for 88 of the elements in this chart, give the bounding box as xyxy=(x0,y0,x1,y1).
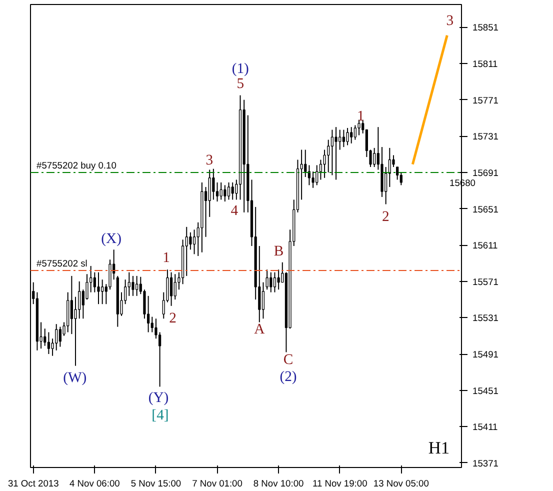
y-tick-label: 15651 xyxy=(472,204,498,214)
x-tick-label: 11 Nov 19:00 xyxy=(312,478,368,488)
candlestick xyxy=(224,184,226,202)
annotation: (W) xyxy=(63,370,87,386)
annotation: 1 xyxy=(162,250,170,266)
candlestick xyxy=(58,326,62,348)
candlestick xyxy=(55,324,58,351)
candlestick xyxy=(136,275,138,296)
candlestick xyxy=(216,182,219,202)
candlestick xyxy=(342,129,345,148)
y-tick-label: 15811 xyxy=(472,59,498,70)
annotation: 1 xyxy=(356,108,364,125)
candlestick xyxy=(319,159,322,180)
candlestick xyxy=(78,280,81,320)
x-tick-label: 8 Nov 10:00 xyxy=(253,478,304,488)
candlestick xyxy=(185,226,188,276)
candlestick xyxy=(373,147,376,168)
annotation: C xyxy=(283,352,294,368)
y-tick-label: 15491 xyxy=(472,350,498,360)
candlestick xyxy=(338,129,342,150)
x-tick-label: 31 Oct 2013 xyxy=(8,478,59,488)
x-tick-label: 7 Nov 01:00 xyxy=(192,478,242,488)
y-tick-label: 15531 xyxy=(472,313,498,324)
candlestick xyxy=(220,182,222,200)
candlestick xyxy=(101,279,104,305)
candlestick xyxy=(93,272,96,293)
y-tick-label: 15611 xyxy=(472,240,498,251)
candlestick xyxy=(231,182,234,200)
annotation: [4] xyxy=(152,408,169,424)
annotation: (Y) xyxy=(148,390,169,406)
candlestick xyxy=(304,149,307,178)
candlestick xyxy=(70,275,73,335)
y-tick-label: 15451 xyxy=(472,386,498,396)
candlestick xyxy=(208,169,211,218)
candlestick xyxy=(132,275,134,296)
candlestick xyxy=(97,272,100,305)
candlestick xyxy=(358,119,360,136)
x-tick-label: 4 Nov 06:00 xyxy=(70,478,120,488)
y-tick-label: 15571 xyxy=(472,276,498,287)
candlestick xyxy=(350,126,353,144)
candlestick xyxy=(354,124,356,140)
annotation: (2) xyxy=(280,369,297,386)
candlestick xyxy=(330,129,334,176)
annotation: B xyxy=(274,244,284,260)
y-tick-label: 15731 xyxy=(472,132,498,142)
annotation: 5 xyxy=(236,76,244,92)
candlestick xyxy=(327,139,330,173)
annotation: 2 xyxy=(382,209,390,226)
x-tick-label: 13 Nov 05:00 xyxy=(373,478,429,488)
candlestick xyxy=(147,295,150,333)
candlestick xyxy=(227,182,230,200)
candlestick xyxy=(47,332,50,355)
candlestick xyxy=(150,316,154,333)
annotation: 4 xyxy=(230,203,239,220)
x-tick-label: 5 Nov 15:00 xyxy=(130,478,182,488)
candlestick xyxy=(312,171,314,188)
candlestick xyxy=(262,282,265,320)
candlestick xyxy=(170,272,173,306)
annotation: 3 xyxy=(206,152,214,169)
ref-line-label: #5755202 buy 0.10 xyxy=(36,160,116,170)
ref-line-label: #5755202 sl xyxy=(36,258,88,268)
candlestick xyxy=(316,164,318,186)
y-tick-label: 15691 xyxy=(472,168,498,178)
candlestick xyxy=(189,232,192,250)
annotation: (1) xyxy=(232,60,250,77)
y-tick-label: 15411 xyxy=(472,422,498,432)
candlestick xyxy=(334,126,338,180)
candlestick xyxy=(270,272,272,293)
y-tick-label: 15771 xyxy=(472,95,498,106)
annotation: 2 xyxy=(169,310,176,326)
candlestick xyxy=(108,259,112,290)
candlestick xyxy=(266,269,268,290)
candlestick xyxy=(174,274,176,300)
annotation: 3 xyxy=(446,13,454,30)
candlestick xyxy=(277,269,280,290)
candlestick xyxy=(346,127,349,146)
candlestick xyxy=(212,168,215,200)
candlestick xyxy=(158,332,162,388)
candlestick xyxy=(323,149,326,178)
candlestick xyxy=(44,328,46,346)
y-tick-label: 15851 xyxy=(472,22,498,33)
candlestick xyxy=(273,272,276,293)
annotation: H1 xyxy=(428,438,450,458)
candlestick xyxy=(192,229,196,255)
candlestick xyxy=(396,166,399,180)
annotation: (X) xyxy=(101,230,122,247)
annotation: A xyxy=(254,322,266,338)
y-tick-label: 15371 xyxy=(472,458,498,468)
